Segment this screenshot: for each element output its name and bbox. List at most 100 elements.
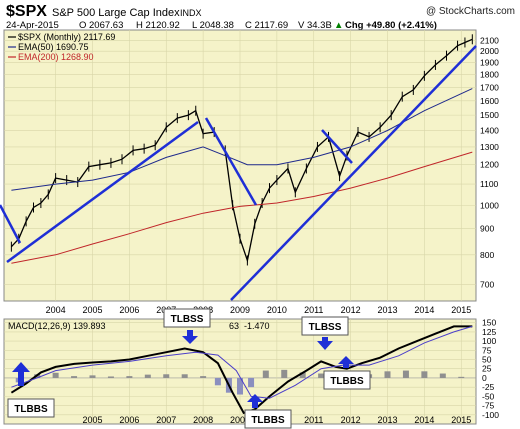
y-tick-label: 150 xyxy=(482,318,496,328)
up-arrow-icon xyxy=(12,362,30,386)
y-tick-label: 900 xyxy=(480,224,494,234)
x-tick-label: 2013 xyxy=(377,415,397,425)
legend-ema200: EMA(200) 1268.90 xyxy=(18,52,94,62)
y-tick-label: 2100 xyxy=(480,35,499,45)
y-tick-label: 1400 xyxy=(480,125,499,135)
y-tick-label: 1500 xyxy=(480,110,499,120)
trendline xyxy=(6,120,199,264)
volume-text: V 34.3B xyxy=(298,20,332,31)
histogram-bar xyxy=(144,374,151,378)
histogram-bar xyxy=(299,372,306,378)
histogram-bar xyxy=(281,369,288,378)
x-tick-label: 2015 xyxy=(451,305,471,315)
down-arrow-icon xyxy=(317,337,333,350)
x-tick-label: 2008 xyxy=(193,415,213,425)
series-line xyxy=(10,325,473,415)
histogram-bar xyxy=(262,370,269,378)
y-tick-label: 1100 xyxy=(480,179,499,189)
y-tick-label: 800 xyxy=(480,250,494,260)
price-legend: $SPX (Monthly) 2117.69 EMA(50) 1690.75 E… xyxy=(8,32,115,62)
x-tick-label: 2009 xyxy=(230,415,250,425)
macd-series xyxy=(10,325,473,415)
y-tick-label: -100 xyxy=(482,410,499,420)
y-tick-label: 2000 xyxy=(480,46,499,56)
histogram-bar xyxy=(318,373,325,378)
y-tick-label: 25 xyxy=(482,364,492,374)
legend-ema50: EMA(50) 1690.75 xyxy=(18,42,89,52)
histogram-bar xyxy=(248,377,255,388)
y-tick-label: 75 xyxy=(482,345,492,355)
up-arrow-icon xyxy=(247,394,263,408)
x-tick-label: 2005 xyxy=(82,305,102,315)
up-arrow-icon xyxy=(338,356,354,368)
price-panel: 700 800 900 1000 1100 1200 1300 1400 1500 1600 170… xyxy=(0,29,499,302)
y-tick-label: -75 xyxy=(482,401,495,411)
change-text: Chg +49.80 (+2.41%) xyxy=(345,20,437,31)
low-text: L 2048.38 xyxy=(192,20,234,31)
histogram-bar xyxy=(126,376,133,378)
price-grid xyxy=(4,30,476,301)
y-tick-label: 700 xyxy=(480,280,494,290)
histogram-bar xyxy=(181,374,188,378)
macd-legend-value2: 63 xyxy=(229,321,239,331)
y-tick-label: 1200 xyxy=(480,160,499,170)
series-line xyxy=(11,88,473,191)
x-tick-label: 2010 xyxy=(267,305,287,315)
y-tick-label: 1900 xyxy=(480,58,499,68)
down-arrow-icon xyxy=(182,330,198,344)
symbol-text: $SPX xyxy=(6,3,47,20)
y-tick-label: 1300 xyxy=(480,142,499,152)
annotations: TLBBS TLBSS TLBBS TLBSS TLBBS xyxy=(7,308,371,429)
y-tick-label: 1700 xyxy=(480,82,499,92)
histogram-bar xyxy=(439,373,446,378)
annotation-box xyxy=(301,316,349,336)
macd-grid xyxy=(4,319,476,424)
high-text: H 2120.92 xyxy=(136,20,180,31)
x-tick-label: 2004 xyxy=(46,305,66,315)
trendline xyxy=(321,129,353,164)
y-tick-label: 1800 xyxy=(480,70,499,80)
histogram-bar xyxy=(458,376,465,378)
histogram-bar xyxy=(384,371,391,378)
price-series xyxy=(10,34,473,266)
x-tick-label: 2013 xyxy=(377,305,397,315)
histogram-bar xyxy=(71,376,78,378)
series-line xyxy=(11,325,473,399)
watermark-text: @ StockCharts.com xyxy=(426,6,515,17)
trendline xyxy=(230,45,477,301)
annotation-tlbbs-3: TLBBS xyxy=(323,356,371,390)
x-tick-label: 2007 xyxy=(156,415,176,425)
x-tick-label: 2014 xyxy=(414,305,434,315)
series-line xyxy=(11,151,473,264)
x-tick-label: 2006 xyxy=(119,305,139,315)
date-text: 24-Apr-2015 xyxy=(6,20,59,31)
y-tick-label: -50 xyxy=(482,391,495,401)
histogram-bar xyxy=(421,371,428,378)
close-text: C 2117.69 xyxy=(245,20,288,31)
y-tick-label: 125 xyxy=(482,327,496,337)
macd-legend: MACD(12,26,9) 139.893 63 -1.470 xyxy=(8,321,270,331)
annotation-tlbss-2: TLBSS xyxy=(301,316,349,350)
annotation-label: TLBBS xyxy=(14,404,48,415)
x-tick-label: 2009 xyxy=(230,305,250,315)
annotation-tlbbs-1: TLBBS xyxy=(7,362,55,418)
annotation-box xyxy=(323,370,371,390)
trendline xyxy=(0,204,22,244)
annotation-tlbss-1: TLBSS xyxy=(163,308,211,344)
histogram-bar xyxy=(237,377,243,395)
annotation-label: TLBSS xyxy=(171,314,204,325)
x-tick-label: 2015 xyxy=(451,415,471,425)
y-tick-label: -25 xyxy=(482,382,495,392)
x-tick-label: 2012 xyxy=(341,305,361,315)
annotation-box xyxy=(244,409,292,429)
histogram-bar xyxy=(163,374,170,378)
x-tick-label: 2005 xyxy=(82,415,102,425)
price-y-axis: 700 800 900 1000 1100 1200 1300 1400 1500 1600 170… xyxy=(480,35,499,289)
x-tick-label: 2011 xyxy=(304,305,323,315)
x-tick-label: 2012 xyxy=(341,415,361,425)
histogram-bar xyxy=(200,376,207,378)
y-tick-label: 1600 xyxy=(480,96,499,106)
exchange-text: INDX xyxy=(180,8,202,18)
